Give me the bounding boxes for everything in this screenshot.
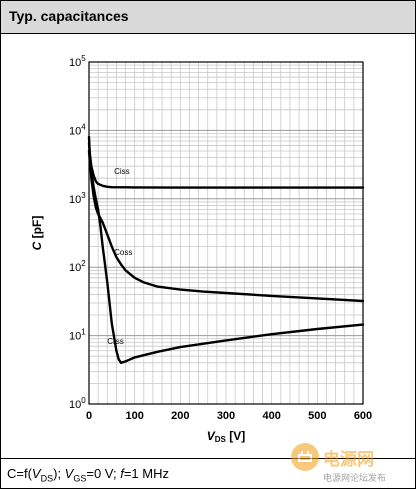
y-tick-label: 103 [69, 191, 86, 206]
series-label-ciss: Ciss [114, 167, 130, 176]
title-bar: Typ. capacitances [1, 1, 415, 34]
chart-grid [88, 62, 364, 405]
y-tick-label: 102 [69, 259, 86, 274]
x-tick-label: 500 [308, 410, 326, 422]
x-tick-label: 200 [171, 410, 189, 422]
y-tick-label: 105 [69, 54, 86, 69]
caption-v1: V [31, 466, 41, 481]
x-tick-label: 300 [217, 410, 235, 422]
y-axis-label: C [pF] [30, 216, 44, 251]
x-tick-label: 600 [354, 410, 372, 422]
x-tick-label: 400 [262, 410, 280, 422]
caption-v1-sub: DS [40, 473, 54, 484]
caption-freq: =1 MHz [123, 466, 169, 481]
footer: C=f(VDS); VGS=0 V; f=1 MHz [1, 458, 415, 489]
y-tick-label: 104 [69, 122, 86, 137]
series-label-crss: Crss [107, 337, 123, 346]
chart-axes [88, 61, 364, 405]
watermark-sub: 电源网论坛发布 [323, 472, 386, 483]
caption-cond: =0 V; [86, 466, 121, 481]
y-tick-label: 101 [69, 328, 86, 343]
x-tick-label: 100 [125, 410, 143, 422]
watermark-logo: 电源网 电源网论坛发布 [291, 443, 386, 483]
chart-labels: 0 100 200 300 400 500 600100101102103104105VDS… [30, 54, 372, 444]
series-line-coss [87, 135, 365, 303]
caption-v2-sub: GS [73, 473, 87, 484]
chart-series [87, 135, 365, 364]
caption-v2: V [64, 466, 74, 481]
watermark-brand: 电源网 [323, 449, 374, 469]
x-axis-label: VDS [V] [207, 429, 245, 444]
watermark-plug-icon [291, 443, 319, 471]
caption-func: C=f( [7, 466, 32, 481]
x-tick-label: 0 [86, 410, 92, 422]
chart-title: Typ. capacitances [9, 8, 129, 24]
caption-f: f [120, 466, 124, 481]
plot-frame [88, 61, 364, 405]
series-label-coss: Coss [114, 248, 132, 257]
y-tick-label: 100 [69, 396, 86, 411]
test-conditions-caption: C=f(VDS); VGS=0 V; f=1 MHz [7, 466, 169, 484]
series-line-crss [87, 149, 365, 364]
capacitance-chart: 0 100 200 300 400 500 600100101102103104105VDS… [30, 54, 372, 444]
caption-close: ); [53, 466, 65, 481]
